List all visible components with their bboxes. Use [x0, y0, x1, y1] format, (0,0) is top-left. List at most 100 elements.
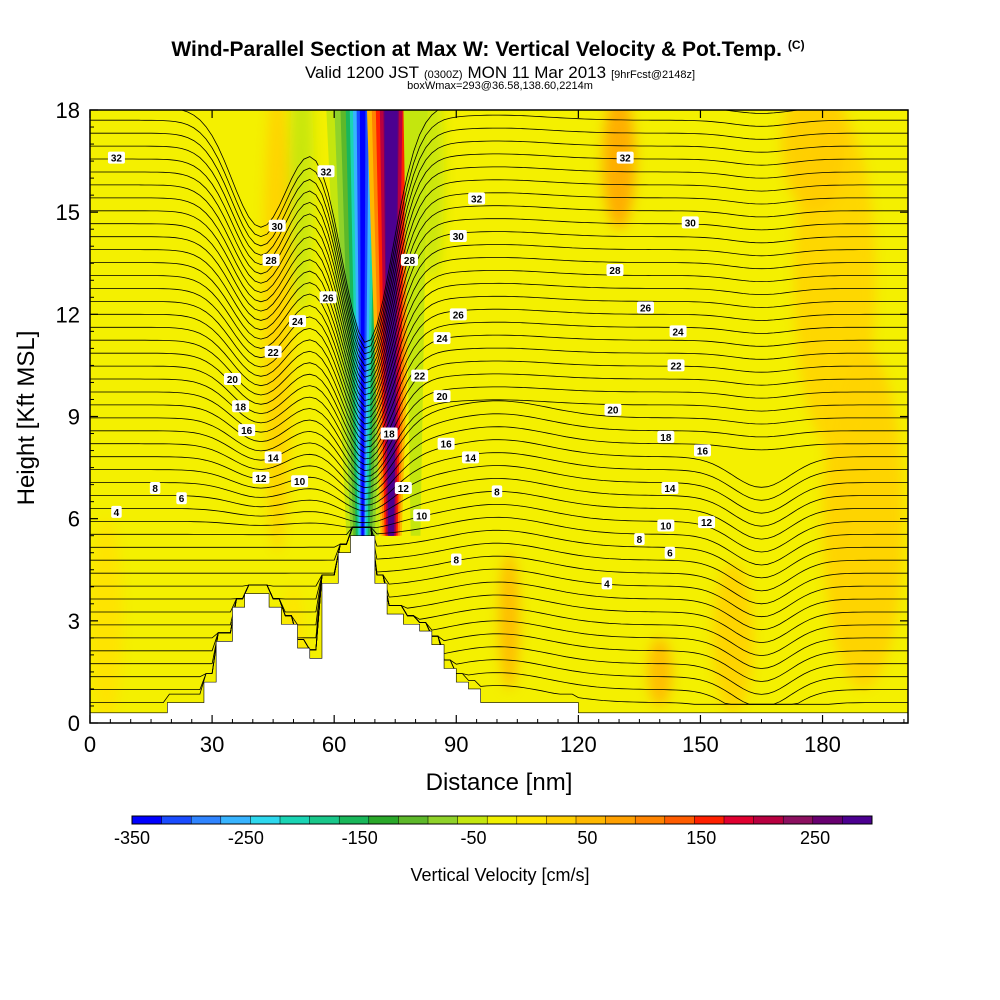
isentrope-line [90, 127, 908, 355]
isentrope-label-bg [657, 430, 675, 443]
isentrope-line [90, 526, 908, 605]
isentrope-label-text: 12 [398, 484, 410, 495]
isentrope-line [90, 452, 908, 506]
isentrope-label-bg [380, 427, 398, 440]
colorbar-swatch [842, 816, 873, 824]
isentrope-label-bg [616, 151, 634, 164]
isentrope-label-text: 10 [660, 521, 672, 532]
isentrope-label-bg [262, 253, 280, 266]
isentrope-label: 12 [698, 516, 716, 529]
isentrope-label-text: 30 [453, 232, 465, 243]
velocity-blob [90, 518, 123, 723]
colorbar-swatch [309, 816, 340, 824]
isentrope-label-text: 8 [152, 484, 158, 495]
x-tick-label: 30 [200, 732, 224, 757]
isentrope-label-bg [238, 424, 256, 437]
isentrope-line [90, 295, 908, 431]
isentrope-label-text: 4 [114, 508, 120, 519]
x-axis-label: Distance [nm] [426, 769, 573, 796]
colorbar-tick-label: -350 [114, 828, 150, 848]
x-tick-label: 90 [444, 732, 468, 757]
isentrope-line [90, 526, 908, 657]
isentrope-label: 16 [437, 437, 455, 451]
colorbar-swatch [280, 816, 310, 824]
isentrope-line [90, 114, 908, 349]
x-axis: 0 30 60 90 120 150 180 [84, 110, 905, 757]
isentrope-line [90, 504, 908, 553]
isentrope-label: 18 [657, 430, 675, 444]
isentrope-label: 20 [433, 390, 451, 403]
isentrope-label-bg [107, 151, 125, 164]
velocity-blob [499, 552, 520, 689]
isentrope-label-text: 8 [453, 556, 459, 567]
isentrope-label-bg [400, 253, 418, 266]
isentrope-line [90, 439, 908, 500]
isentrope-label-bg [252, 471, 270, 484]
isentrope-line [90, 153, 908, 366]
isentrope-label-text: 22 [670, 361, 682, 372]
isentrope-line [90, 192, 908, 384]
isentrope-label-bg [606, 264, 624, 277]
isentrope-label-text: 26 [323, 293, 335, 304]
isentrope-label-text: 24 [436, 334, 448, 345]
isentrope-label: 4 [601, 577, 613, 590]
isentrope-label-text: 16 [697, 447, 709, 458]
isentrope-label-text: 32 [320, 167, 332, 178]
isentrope-label-bg [604, 403, 622, 416]
isentrope-label: 18 [232, 400, 250, 413]
isentrope-line [90, 360, 908, 460]
isentrope-label-bg [223, 373, 241, 386]
velocity-blob [602, 110, 636, 230]
y-tick-label: 12 [56, 302, 80, 327]
isentrope-label-bg [657, 519, 675, 532]
colorbar-tick-label: 50 [577, 828, 597, 848]
isentrope-label-bg [264, 451, 282, 464]
colorbar-swatch [220, 816, 251, 824]
isentrope-label: 8 [491, 485, 503, 498]
isentrope-line [90, 526, 908, 618]
isentrope-label-text: 20 [227, 375, 239, 386]
colorbar-swatch [191, 816, 222, 824]
velocity-blob [647, 637, 672, 706]
isentrope-label: 10 [413, 509, 431, 522]
isentrope-label: 10 [657, 519, 675, 532]
isentrope-label: 32 [107, 151, 125, 165]
isentrope-line [90, 231, 908, 402]
x-tick-label: 180 [804, 732, 841, 757]
isentrope-label: 26 [637, 301, 655, 315]
isentrope-label: 12 [394, 482, 412, 495]
isentrope-line [90, 400, 908, 483]
isentrope-label-bg [411, 369, 429, 382]
isentrope-label: 6 [176, 492, 187, 505]
isentrope-label-bg [601, 577, 613, 590]
isentrope-label-bg [437, 437, 455, 450]
isentrope-label-bg [661, 482, 679, 495]
isentrope-label-text: 32 [471, 195, 483, 206]
colorbar-tick-label: 150 [686, 828, 716, 848]
colorbar-swatch [339, 816, 370, 824]
isentrope-line [90, 526, 908, 631]
isentrope-label: 32 [317, 165, 335, 178]
isentrope-label-text: 32 [111, 154, 123, 165]
isentrope-label-text: 16 [441, 440, 453, 451]
isentrope-label-text: 18 [384, 430, 396, 441]
isentrope-label-bg [693, 444, 711, 457]
isentrope-label-text: 6 [179, 494, 185, 505]
x-tick-label: 120 [560, 732, 597, 757]
isentrope-label-bg [449, 308, 467, 321]
isentrope-line [90, 478, 908, 527]
isentrope-label-text: 32 [620, 154, 632, 165]
isentrope-label-bg [317, 165, 335, 178]
isentrope-line [90, 270, 908, 419]
colorbar-swatch [428, 816, 458, 824]
isentrope-label-text: 26 [640, 304, 652, 315]
isentrope-label: 14 [661, 482, 679, 495]
isentrope-label-text: 24 [292, 317, 304, 328]
isentrope-label-text: 18 [235, 402, 247, 413]
isentrope-label: 8 [149, 482, 161, 495]
isentrope-label-bg [149, 482, 161, 495]
isentrope-label: 32 [468, 192, 486, 206]
